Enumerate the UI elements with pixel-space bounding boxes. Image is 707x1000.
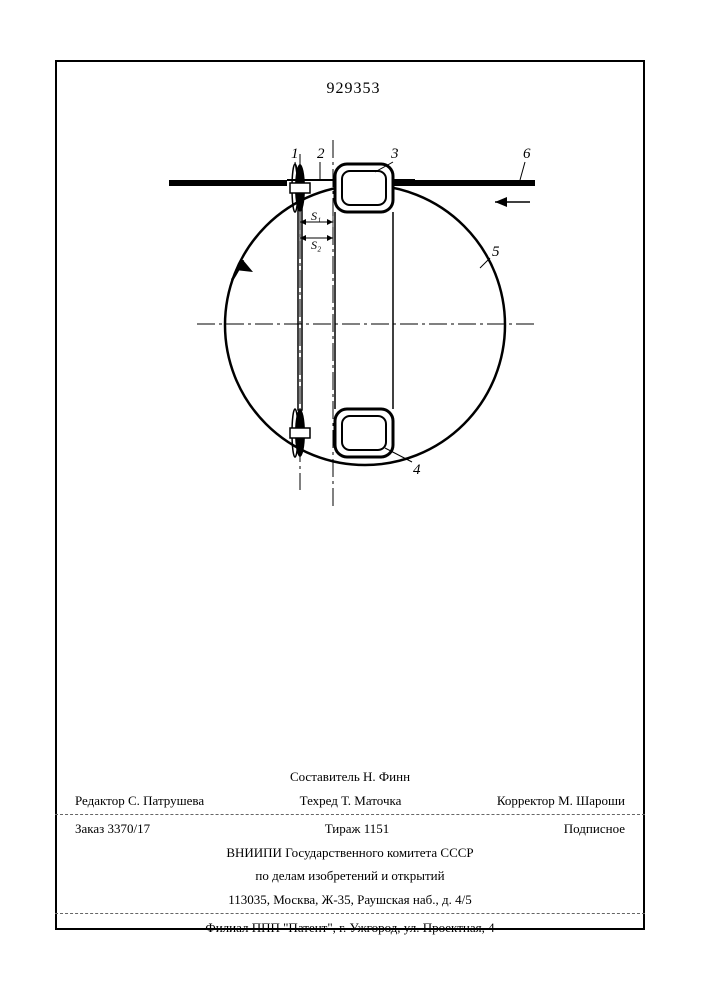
tirazh: Тираж 1151: [325, 820, 390, 838]
compiler-line: Составитель Н. Финн: [55, 765, 645, 789]
order-number: Заказ 3370/17: [75, 820, 150, 838]
org-line-2: по делам изобретений и открытий: [55, 864, 645, 888]
corrector: Корректор М. Шароши: [497, 792, 625, 810]
branch-line: Филиал ППП "Патент", г. Ужгород, ул. Про…: [55, 916, 645, 940]
callout-3: 3: [390, 146, 399, 162]
top-disk-hub: [290, 183, 310, 193]
leader-5: [480, 258, 490, 268]
callout-5: 5: [492, 244, 500, 260]
bottom-coil-inner: [342, 416, 386, 450]
leader-6: [520, 162, 525, 180]
footer-block: Составитель Н. Финн Редактор С. Патрушев…: [55, 765, 645, 940]
callout-6: 6: [523, 146, 531, 162]
tape-top: [169, 180, 287, 186]
separator-1: [55, 814, 645, 815]
dim-s2-arr-r: [327, 235, 333, 241]
callout-4: 4: [413, 462, 421, 478]
address-line: 113035, Москва, Ж-35, Раушская наб., д. …: [55, 888, 645, 912]
dim-s1-arr-l: [300, 219, 306, 225]
callout-1: 1: [291, 146, 299, 162]
separator-2: [55, 913, 645, 914]
subscription: Подписное: [564, 820, 625, 838]
bottom-disk-hub: [290, 428, 310, 438]
top-coil-inner: [342, 171, 386, 205]
dim-s1-label: S₁: [311, 209, 321, 223]
document-number: 929353: [0, 80, 707, 98]
techred: Техред Т. Маточка: [300, 792, 402, 810]
dim-s2-arr-l: [300, 235, 306, 241]
order-line: Заказ 3370/17 Тираж 1151 Подписное: [55, 817, 645, 841]
dim-s1-arr-r: [327, 219, 333, 225]
org-line-1: ВНИИПИ Государственного комитета СССР: [55, 841, 645, 865]
editor: Редактор С. Патрушева: [75, 792, 204, 810]
dim-s2-label: S₂: [311, 238, 321, 252]
credits-line: Редактор С. Патрушева Техред Т. Маточка …: [55, 789, 645, 813]
callout-2: 2: [317, 146, 325, 162]
tape-arrowhead: [495, 197, 507, 207]
technical-diagram: S₁ S₂ 1 2 3 4 5 6: [135, 130, 565, 530]
